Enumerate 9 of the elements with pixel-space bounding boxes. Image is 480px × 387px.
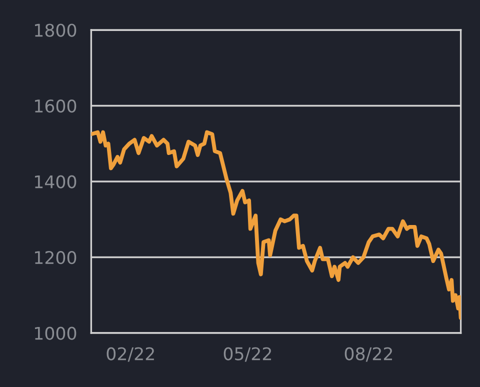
x-tick-label: 05/22	[224, 347, 271, 362]
y-tick-label: 1800	[35, 24, 76, 37]
y-tick-label: 1400	[35, 175, 76, 188]
y-tick-label: 1000	[35, 326, 76, 340]
y-tick-label: 1200	[35, 250, 76, 264]
x-tick-label: 08/22	[344, 347, 392, 362]
x-tick-label: 02/22	[106, 347, 154, 362]
line-series	[91, 130, 461, 320]
y-tick-label: 1600	[35, 99, 76, 113]
